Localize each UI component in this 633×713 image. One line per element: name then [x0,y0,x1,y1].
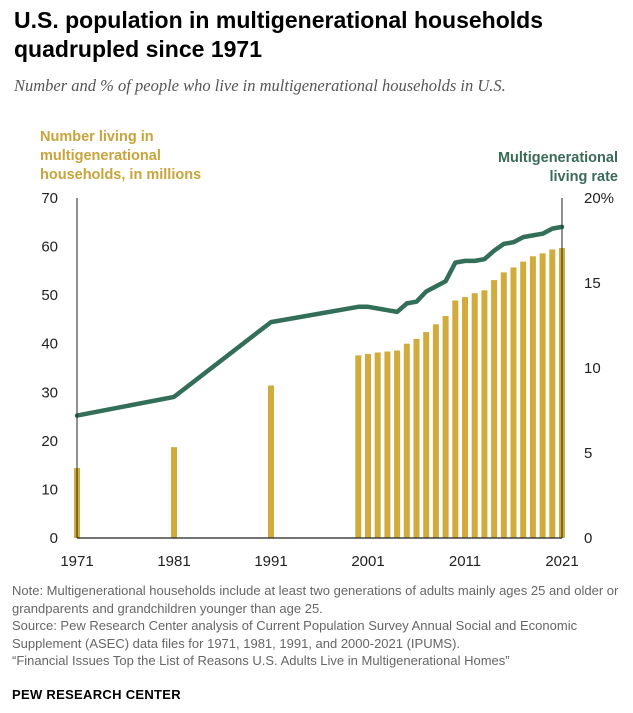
bar [500,272,507,538]
right-axis-label-line: Multigenerational [498,150,618,166]
line-series [74,224,565,418]
footer-brand: PEW RESEARCH CENTER [12,687,181,702]
notes: Note: Multigenerational households inclu… [12,582,627,670]
chart-subtitle: Number and % of people who live in multi… [14,76,506,95]
bar [432,324,439,538]
left-axis-ticks: 0 10 20 30 40 50 60 70 [41,190,58,547]
x-tick-label: 1991 [254,553,287,570]
right-tick-label: 0 [584,530,592,547]
bar [549,249,556,538]
x-tick-label: 2021 [545,553,578,570]
bar [413,338,420,538]
bar [268,385,274,538]
x-axis-ticks: 1971 1981 1991 2001 2011 2021 [60,553,578,570]
left-tick-label: 60 [41,239,58,256]
axes [76,198,563,539]
bar [462,297,468,538]
bar [510,267,517,538]
bar [365,353,371,538]
left-tick-label: 70 [41,190,58,207]
x-tick-label: 1981 [157,553,190,570]
left-axis-label: Number living in multigenerational househo… [40,129,201,183]
bar [423,332,430,538]
bar [452,300,459,538]
rate-line [74,224,565,418]
bar [529,256,536,538]
chart: Number living in multigenerational househo… [40,129,618,570]
left-tick-label: 50 [41,287,58,304]
bar [471,293,478,538]
bar [491,280,498,538]
bar [481,290,488,538]
bar [384,351,391,538]
bar [394,350,401,538]
left-tick-label: 30 [41,384,58,401]
left-axis-label-line: Number living in [40,129,154,145]
right-tick-label: 5 [584,445,592,462]
left-tick-label: 10 [41,481,58,498]
left-tick-label: 0 [50,530,58,547]
bar-series [74,248,565,538]
x-tick-label: 2001 [351,553,384,570]
right-axis-ticks: 0 5 10 15 20% [584,190,614,547]
report-title: “Financial Issues Top the List of Reason… [12,653,510,668]
bar [442,316,449,538]
left-tick-label: 20 [41,433,58,450]
bar [374,352,381,538]
right-axis-label-line: living rate [550,169,619,185]
right-tick-label: 15 [584,275,601,292]
right-tick-label: 20% [584,190,614,207]
bar [403,343,410,538]
bar [355,355,362,538]
left-axis-label-line: households, in millions [40,167,201,183]
left-axis-label-line: multigenerational [40,148,161,164]
x-tick-label: 2011 [449,553,481,570]
left-tick-label: 40 [41,336,58,353]
note-text: Note: Multigenerational households inclu… [12,583,619,616]
right-tick-label: 10 [584,360,601,377]
bar [171,447,177,538]
source-text: Source: Pew Research Center analysis of … [12,618,578,651]
right-axis-label: Multigenerational living rate [498,150,618,185]
bar [520,261,527,538]
chart-title: U.S. population in multigenerational hou… [14,7,544,62]
x-tick-label: 1971 [60,553,93,570]
bar [539,253,546,538]
